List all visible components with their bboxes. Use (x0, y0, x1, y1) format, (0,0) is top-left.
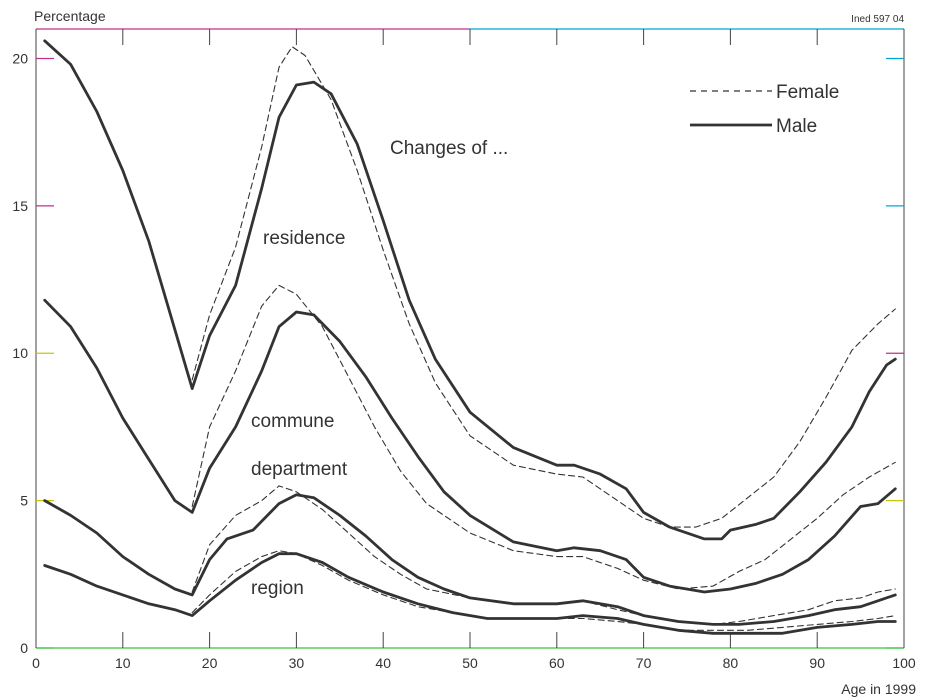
series-department-male (43, 493, 897, 626)
series-commune-female (191, 284, 896, 590)
y-tick-label: 10 (12, 345, 28, 361)
group-label-commune: commune (251, 411, 334, 432)
x-tick-label: 10 (115, 655, 131, 671)
x-tick-label: 20 (202, 655, 218, 671)
series-region-male (43, 552, 897, 635)
corner-note: Ined 597 04 (851, 14, 904, 25)
y-tick-label: 15 (12, 198, 28, 214)
series-residence-male (43, 39, 897, 541)
series-department-female (191, 485, 896, 625)
chart-annotation: Changes of ... (390, 138, 508, 159)
series-region-female (191, 550, 896, 631)
x-tick-label: 0 (32, 655, 40, 671)
y-axis-label: Percentage (34, 8, 106, 24)
x-axis-label: Age in 1999 (841, 681, 916, 697)
legend-female-label: Female (776, 82, 839, 103)
group-label-department: department (251, 459, 348, 480)
legend: Female Male (690, 82, 839, 137)
group-labels: residence commune department region (247, 224, 376, 602)
x-tick-label: 30 (289, 655, 305, 671)
y-tick-label: 20 (12, 50, 28, 66)
group-label-region: region (251, 578, 304, 599)
x-tick-label: 60 (549, 655, 565, 671)
y-tick-label: 5 (20, 493, 28, 509)
legend-male-label: Male (776, 116, 817, 137)
x-tick-label: 80 (723, 655, 739, 671)
y-tick-label: 0 (20, 640, 28, 656)
axes (35, 28, 905, 649)
x-tick-label: 100 (892, 655, 916, 671)
x-tick-label: 40 (375, 655, 391, 671)
x-tick-label: 70 (636, 655, 652, 671)
x-tick-label: 90 (809, 655, 825, 671)
tick-marks: 0 5 10 15 20 0 10 20 30 40 50 60 70 80 90 100 (12, 29, 916, 671)
series-residence-female (191, 46, 896, 528)
group-label-residence: residence (263, 228, 345, 249)
series-commune-male (43, 298, 897, 594)
series-lines (43, 39, 897, 635)
x-tick-label: 50 (462, 655, 478, 671)
